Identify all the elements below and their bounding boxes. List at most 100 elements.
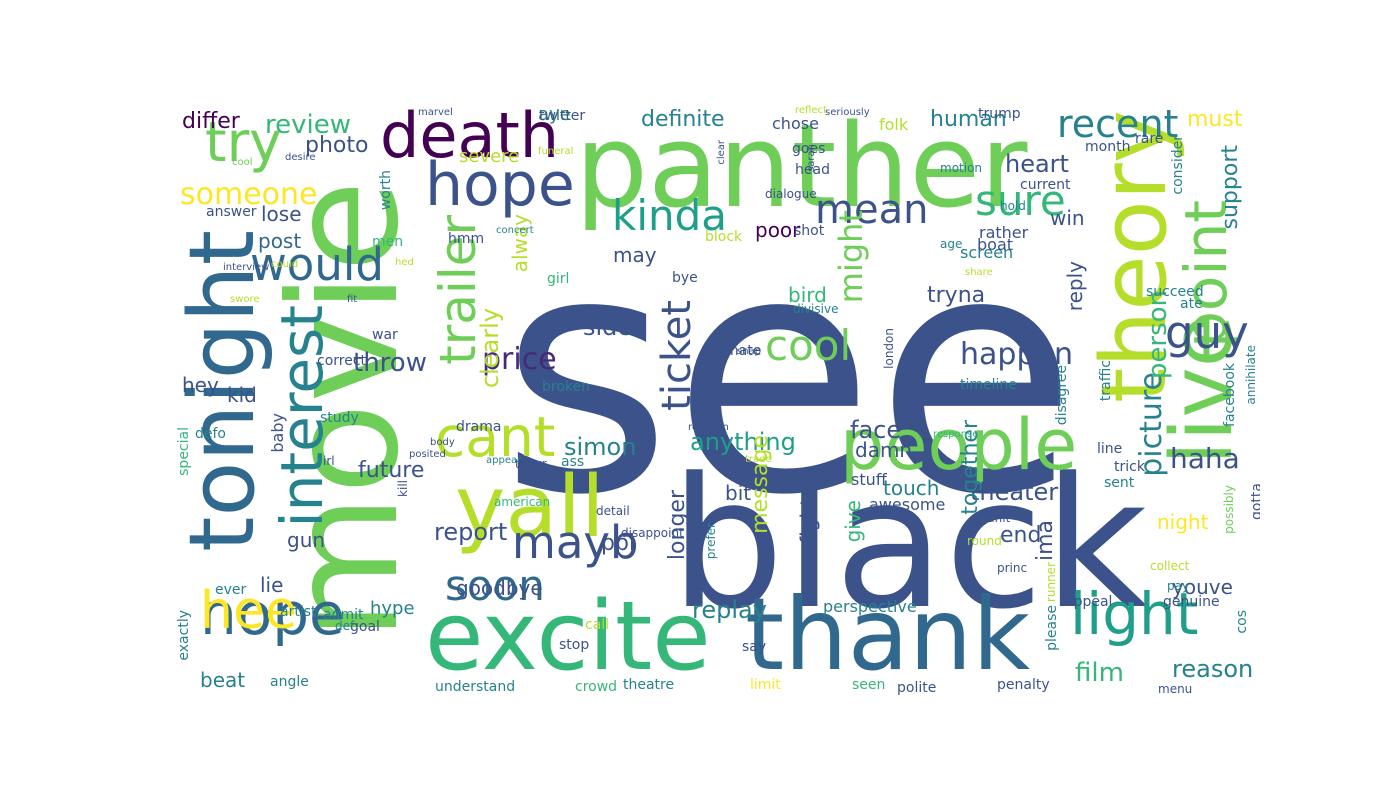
cloud-word: special <box>176 427 192 476</box>
cloud-word: bird <box>788 283 827 307</box>
cloud-word: throw <box>353 348 427 378</box>
cloud-word: perspective <box>823 597 917 616</box>
cloud-word: block <box>705 229 743 245</box>
cloud-word: genuine <box>1163 594 1220 610</box>
cloud-word: excite <box>425 582 711 692</box>
cloud-word: youve <box>1172 575 1233 599</box>
cloud-word: sarah <box>806 144 817 172</box>
cloud-word: cool <box>765 321 852 370</box>
cloud-word: gun <box>287 528 326 552</box>
cloud-word: boat <box>977 235 1014 254</box>
cloud-word: concert <box>496 225 534 236</box>
cloud-word: unit <box>987 511 1011 525</box>
cloud-word: give <box>841 500 865 543</box>
cloud-word: swore <box>230 294 260 305</box>
cloud-word: disagree <box>1054 365 1070 426</box>
cloud-word: post <box>258 229 302 253</box>
cloud-word: broken <box>542 379 590 395</box>
cloud-word: future <box>358 458 425 483</box>
cloud-word: kinda <box>612 191 728 240</box>
cloud-word: night <box>1157 510 1209 534</box>
cloud-word: aye <box>538 104 571 125</box>
cloud-word: might <box>832 210 870 304</box>
cloud-word: penalty <box>997 677 1050 693</box>
cloud-word: reaction <box>688 422 729 433</box>
cloud-word: marvel <box>418 107 453 118</box>
cloud-word: appeal <box>1065 594 1113 610</box>
cloud-word: photo <box>305 133 369 158</box>
cloud-word: baby <box>268 413 287 453</box>
cloud-word: replay <box>692 596 767 624</box>
cloud-word: black <box>670 440 1148 649</box>
cloud-word: limit <box>750 677 781 693</box>
cloud-word: timeline <box>960 377 1017 393</box>
cloud-word: cant <box>435 405 556 469</box>
cloud-word: sent <box>1104 475 1135 491</box>
cloud-word: motion <box>940 161 983 175</box>
cloud-word: mayb <box>512 516 639 569</box>
cloud-word: would <box>250 238 384 291</box>
cloud-word: seen <box>852 677 886 693</box>
cloud-word: reason <box>1172 655 1254 683</box>
word-cloud: see black movie panther thank excite tonight th… <box>175 100 1260 705</box>
cloud-word: divisive <box>793 302 839 316</box>
cloud-word: snap <box>737 346 762 357</box>
cloud-word: cool <box>232 157 253 168</box>
cloud-word: lose <box>261 202 302 226</box>
cloud-word: ticket <box>654 300 700 411</box>
cloud-word: people <box>840 404 1078 486</box>
cloud-word: differ <box>182 109 240 134</box>
cloud-word: lie <box>260 573 284 597</box>
cloud-word: ate <box>1180 296 1203 312</box>
cloud-word: prefer <box>704 523 718 560</box>
cloud-word: understand <box>435 679 516 695</box>
cloud-word: month <box>1085 139 1131 155</box>
cloud-word: shot <box>794 223 825 239</box>
cloud-word: theater <box>970 478 1059 506</box>
cloud-word: ever <box>215 582 247 598</box>
cloud-word: someone <box>180 177 318 212</box>
cloud-word: crowd <box>575 679 618 695</box>
cloud-word: stop <box>559 637 590 653</box>
cloud-word: ass <box>561 454 585 470</box>
cloud-word: fight <box>796 498 820 544</box>
cloud-word: thank <box>745 576 1031 693</box>
cloud-word: trump <box>978 106 1021 122</box>
cloud-word: share <box>965 267 993 278</box>
cloud-word: polite <box>897 680 937 696</box>
cloud-word: war <box>372 327 398 343</box>
cloud-word: side <box>583 313 633 341</box>
cloud-word: rare <box>1135 131 1164 147</box>
cloud-word: beat <box>200 668 246 692</box>
cloud-word: head <box>795 162 830 178</box>
cloud-word: body <box>430 437 455 448</box>
cloud-word: american <box>494 495 551 509</box>
cloud-word: drama <box>456 419 502 435</box>
cloud-word: mean <box>815 187 929 233</box>
cloud-word: goes <box>792 141 826 157</box>
cloud-word: trick <box>1114 459 1145 475</box>
cloud-word: current <box>1020 177 1071 193</box>
cloud-word: goal <box>350 619 380 635</box>
cloud-word: disappoint <box>621 526 684 540</box>
cloud-word: dialogue <box>765 187 817 201</box>
cloud-word: chose <box>772 114 819 133</box>
cloud-word: yall <box>455 458 605 557</box>
cloud-word: hype <box>370 598 415 619</box>
cloud-word: rather <box>979 223 1029 242</box>
cloud-word: girl <box>547 271 570 287</box>
cloud-word: report <box>434 518 508 546</box>
cloud-word: succeed <box>1146 284 1204 300</box>
cloud-word: response <box>933 429 979 440</box>
cloud-word: soon <box>445 561 545 610</box>
cloud-word: happen <box>960 337 1073 372</box>
cloud-word: ppl <box>601 531 636 556</box>
cloud-word: collect <box>1150 559 1190 573</box>
cloud-word: stuff <box>851 470 887 489</box>
cloud-word: call <box>585 617 610 633</box>
cloud-word: anything <box>690 428 796 456</box>
cloud-word: film <box>1075 658 1124 688</box>
cloud-word: correct <box>317 353 367 369</box>
cloud-word: menu <box>1158 682 1193 696</box>
cloud-word: detail <box>596 504 630 518</box>
